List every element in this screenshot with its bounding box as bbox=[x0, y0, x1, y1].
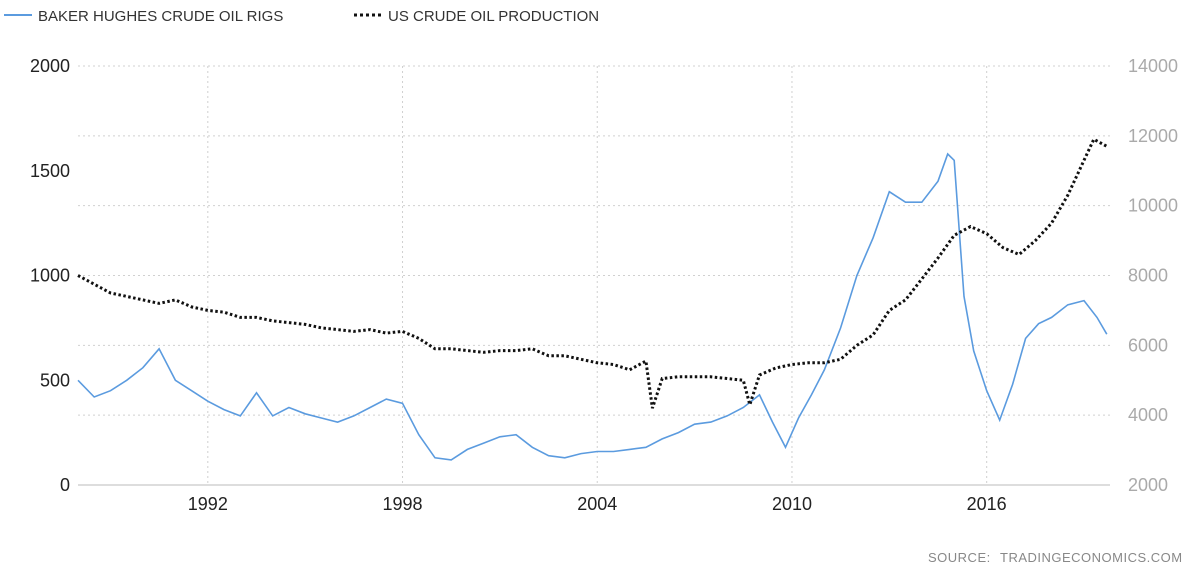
right-axis-ticks: 2000 4000 6000 8000 10000 12000 14000 bbox=[1128, 56, 1178, 495]
right-tick-label: 4000 bbox=[1128, 405, 1168, 425]
legend-label-rigs: BAKER HUGHES CRUDE OIL RIGS bbox=[38, 8, 283, 25]
series-line-production bbox=[77, 137, 1108, 410]
left-axis-ticks: 0 500 1000 1500 2000 bbox=[30, 56, 70, 495]
left-tick-label: 2000 bbox=[30, 56, 70, 76]
x-tick-label: 1992 bbox=[188, 494, 228, 514]
left-tick-label: 500 bbox=[40, 370, 70, 390]
x-tick-label: 2010 bbox=[772, 494, 812, 514]
right-tick-label: 14000 bbox=[1128, 56, 1178, 76]
x-tick-label: 2004 bbox=[577, 494, 617, 514]
source-credit: SOURCE: TRADINGECONOMICS.COM bbox=[928, 550, 1183, 565]
left-tick-label: 1000 bbox=[30, 266, 70, 286]
source-label: SOURCE: bbox=[928, 550, 991, 565]
legend-label-production: US CRUDE OIL PRODUCTION bbox=[388, 8, 599, 25]
legend-item-rigs[interactable]: BAKER HUGHES CRUDE OIL RIGS bbox=[4, 8, 283, 25]
x-tick-label: 1998 bbox=[383, 494, 423, 514]
x-axis-ticks: 1992 1998 2004 2010 2016 bbox=[188, 494, 1007, 514]
grid bbox=[78, 65, 1110, 486]
series-line-rigs bbox=[77, 152, 1108, 461]
right-tick-label: 12000 bbox=[1128, 126, 1178, 146]
left-tick-label: 0 bbox=[60, 475, 70, 495]
left-tick-label: 1500 bbox=[30, 161, 70, 181]
right-tick-label: 8000 bbox=[1128, 266, 1168, 286]
legend-item-production[interactable]: US CRUDE OIL PRODUCTION bbox=[354, 8, 599, 25]
right-tick-label: 6000 bbox=[1128, 335, 1168, 355]
legend: BAKER HUGHES CRUDE OIL RIGS US CRUDE OIL… bbox=[4, 8, 599, 25]
right-tick-label: 2000 bbox=[1128, 475, 1168, 495]
x-tick-label: 2016 bbox=[967, 494, 1007, 514]
right-tick-label: 10000 bbox=[1128, 196, 1178, 216]
source-name[interactable]: TRADINGECONOMICS.COM bbox=[1000, 550, 1183, 565]
